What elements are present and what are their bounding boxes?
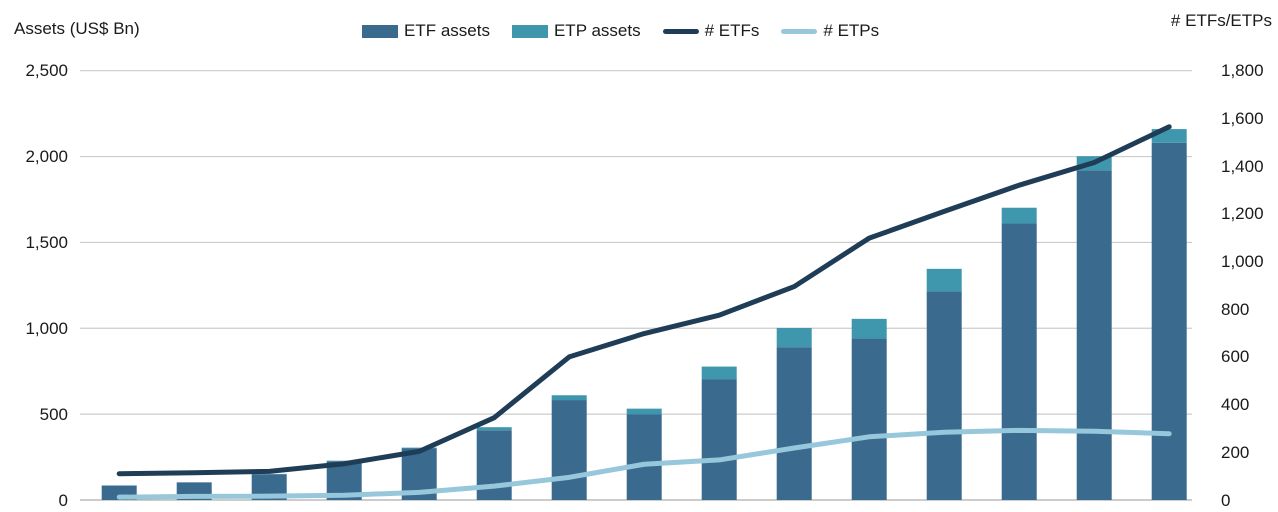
num-etps-line xyxy=(116,427,1172,500)
bar-etf-assets xyxy=(776,347,812,500)
left-axis-tick-label: 1,000 xyxy=(25,318,68,338)
right-axis-title: # ETFs/ETPs xyxy=(1170,11,1272,30)
bar-etf-assets xyxy=(1076,170,1112,500)
bar-etp-assets xyxy=(851,318,887,339)
bar-etf-assets xyxy=(626,414,662,500)
legend-label: # ETPs xyxy=(823,21,880,40)
bar-etp-assets xyxy=(326,460,362,462)
bar-etp-assets xyxy=(1001,207,1037,224)
num-etps-line-swatch-icon xyxy=(781,28,818,34)
left-axis-tick-label: 500 xyxy=(39,404,68,424)
etp-assets-swatch-icon xyxy=(511,24,548,38)
num-etfs-line xyxy=(116,124,1172,477)
right-axis-tick-label: 200 xyxy=(1221,442,1250,462)
left-axis-tick-label: 2,000 xyxy=(25,147,68,167)
chart-legend: ETF assets ETP assets # ETFs # ETPs xyxy=(362,21,879,41)
bar-etp-assets xyxy=(401,447,437,449)
bar-etf-assets xyxy=(551,400,587,500)
num-etfs-line-swatch-icon xyxy=(662,28,699,34)
bar-etf-assets xyxy=(701,379,737,500)
right-axis-tick-label: 1,200 xyxy=(1221,204,1264,224)
bar-etp-assets xyxy=(701,366,737,380)
right-axis-tick-label: 1,800 xyxy=(1221,61,1264,81)
left-axis-tick-label: 0 xyxy=(58,490,68,510)
left-axis-title: Assets (US$ Bn) xyxy=(14,19,140,38)
right-axis-tick-label: 1,400 xyxy=(1221,156,1264,176)
right-axis-tick-label: 0 xyxy=(1221,490,1231,510)
legend-item-etf-assets: ETF assets xyxy=(362,21,490,41)
left-axis-tick-label: 1,500 xyxy=(25,232,68,252)
etf-assets-swatch-icon xyxy=(362,24,398,38)
legend-item-num-etfs: # ETFs xyxy=(662,21,760,41)
right-axis-tick-label: 800 xyxy=(1221,299,1250,319)
bar-etp-assets xyxy=(926,268,962,292)
bar-etf-assets xyxy=(926,291,962,500)
right-axis-tick-label: 600 xyxy=(1221,347,1250,367)
right-axis-tick-label: 1,600 xyxy=(1221,108,1264,128)
right-axis-tick-label: 1,000 xyxy=(1221,252,1264,271)
bar-etp-assets xyxy=(476,427,512,431)
legend-label: ETP assets xyxy=(553,21,641,40)
right-axis-tick-label: 400 xyxy=(1221,395,1250,415)
left-axis-tick-label: 2,500 xyxy=(25,61,68,81)
legend-item-etp-assets: ETP assets xyxy=(511,21,641,41)
legend-item-num-etps: # ETPs xyxy=(781,21,879,41)
bar-etp-assets xyxy=(776,327,812,348)
legend-label: ETF assets xyxy=(404,21,490,40)
bar-etp-assets xyxy=(551,395,587,401)
bar-etp-assets xyxy=(626,408,662,415)
legend-label: # ETFs xyxy=(704,21,760,40)
bar-etf-assets xyxy=(1001,223,1037,500)
bar-etf-assets xyxy=(851,338,887,500)
bar-etf-assets xyxy=(1151,142,1187,501)
